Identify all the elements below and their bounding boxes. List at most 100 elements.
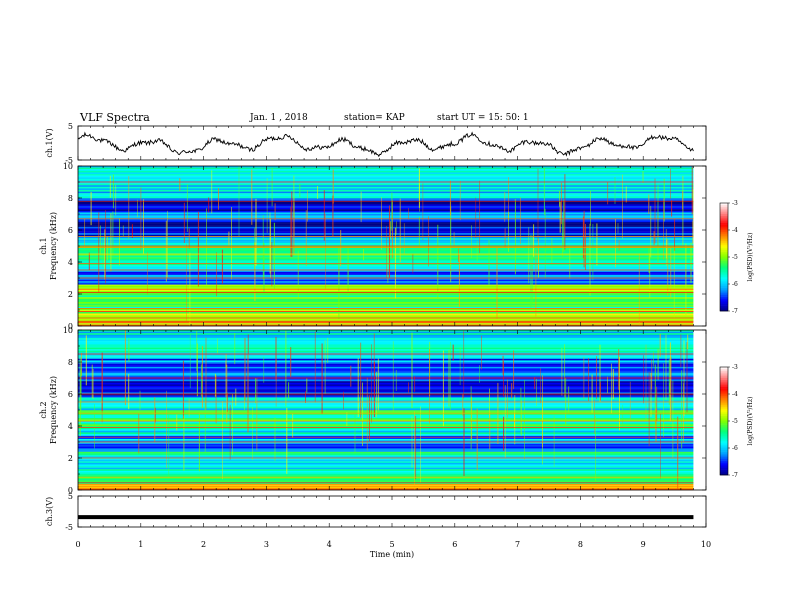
spectrogram-row [78,472,694,475]
colorbar-swatch [720,221,728,224]
colorbar-swatch [720,258,728,261]
spectrogram-row [78,188,694,191]
spectrogram-row [78,352,694,355]
panel-channel-label: ch.1 [39,237,48,254]
colorbar-tick-label: -6 [732,281,738,288]
spectrogram-row [78,419,694,422]
spectrogram-row [78,242,694,245]
spectrogram-row [78,310,694,312]
colorbar-swatch [720,460,728,463]
y-tick-label: 10 [63,162,73,171]
x-tick-label: 6 [452,540,457,549]
date-label: Jan. 1 , 2018 [250,113,308,123]
colorbar-swatch [720,309,728,312]
spectrogram-row [78,427,694,430]
spectrogram-row [78,381,694,383]
panel-frame [77,495,707,528]
spectrogram-row [78,392,694,395]
y-tick-label: 0 [68,486,73,495]
colorbar-swatch [720,204,728,207]
spectrogram-row [78,362,694,364]
colorbar-swatch [720,278,728,281]
spectrogram-row [78,258,694,261]
colorbar-swatch [720,213,728,216]
spectrogram-row [78,373,694,375]
spectrogram-row [78,408,694,411]
spectrogram-row [78,402,694,404]
x-tick-label: 10 [701,540,711,549]
colorbar-swatch [720,303,728,306]
spectrogram-row [78,191,694,194]
spectrogram-row [78,254,694,256]
panel-channel-label: ch.2 [39,401,48,418]
spectrogram-row [78,226,694,229]
spectrogram-row [78,354,694,356]
spectrogram-row [78,400,694,403]
y-tick-label: 2 [68,454,73,463]
colorbar-swatch [720,224,728,227]
spectrogram-row [78,378,694,380]
spectrogram-row [78,190,694,192]
colorbar-swatch [720,208,728,211]
spectrogram-row [78,429,694,431]
colorbar-swatch [720,275,728,278]
spectrogram-row [78,182,694,184]
colorbar-ch2: -3 -4 -5 -6 -7 log(PSD)(V²/Hz) [719,364,754,479]
spectrogram-row [78,466,694,468]
spectrogram-row [78,212,694,215]
spectrogram-row [78,198,694,200]
colorbar-swatch [720,273,728,276]
x-tick-label: 3 [264,540,269,549]
colorbar-swatch [720,374,728,377]
spectrogram-row [78,475,694,478]
x-tick-label: 2 [201,540,206,549]
spectrogram-row [78,374,694,377]
spectrogram-row [78,169,694,171]
colorbar-swatch [720,464,728,467]
colorbar-ch1: -3 -4 -5 -6 -7 log(PSD)(V²/Hz) [719,200,754,315]
spectrogram-row [78,289,694,291]
colorbar-swatch [720,446,728,449]
colorbar-swatch [720,291,728,294]
colorbar-swatch [720,285,728,288]
spectrogram-row [78,244,694,247]
spectrogram-row [78,483,694,486]
spectrogram-row [78,363,694,366]
colorbar-swatch [720,230,728,233]
colorbar-swatch [720,302,728,305]
spectrogram-row [78,462,694,465]
colorbar-swatch [720,457,728,460]
spectrogram-row [78,250,694,253]
colorbar-swatch [720,421,728,424]
y-tick-label: 6 [68,226,73,235]
colorbar-tick-label: -6 [732,445,738,452]
colorbar-swatch [720,377,728,380]
colorbar-swatch [720,253,728,256]
spectrogram-row [78,172,694,175]
spectrogram-row [78,271,694,274]
colorbar-swatch [720,307,728,310]
spectrogram-row [78,180,694,183]
y-tick-label: 4 [68,422,73,431]
spectrogram-row [78,376,694,379]
colorbar-swatch [720,305,728,308]
x-tick-label: 7 [515,540,520,549]
colorbar-tick-label: -7 [732,472,738,479]
spectrogram-row [78,458,694,460]
spectrogram-row [78,170,694,173]
colorbar-swatch [720,206,728,209]
spectrogram-row [78,239,694,242]
y-tick-label: 4 [68,258,73,267]
spectrogram-row [78,196,694,199]
spectrogram-row [78,270,694,272]
spectrogram-row [78,459,694,462]
spectrogram-row [78,183,694,186]
spectrogram-row [78,470,694,473]
colorbar-swatch [720,284,728,287]
spectrogram-row [78,347,694,350]
spectrogram-row [78,331,694,334]
spectrogram-row [78,355,694,358]
colorbar-swatch [720,428,728,431]
spectrogram-row [78,262,694,264]
spectrogram-row [78,467,694,470]
